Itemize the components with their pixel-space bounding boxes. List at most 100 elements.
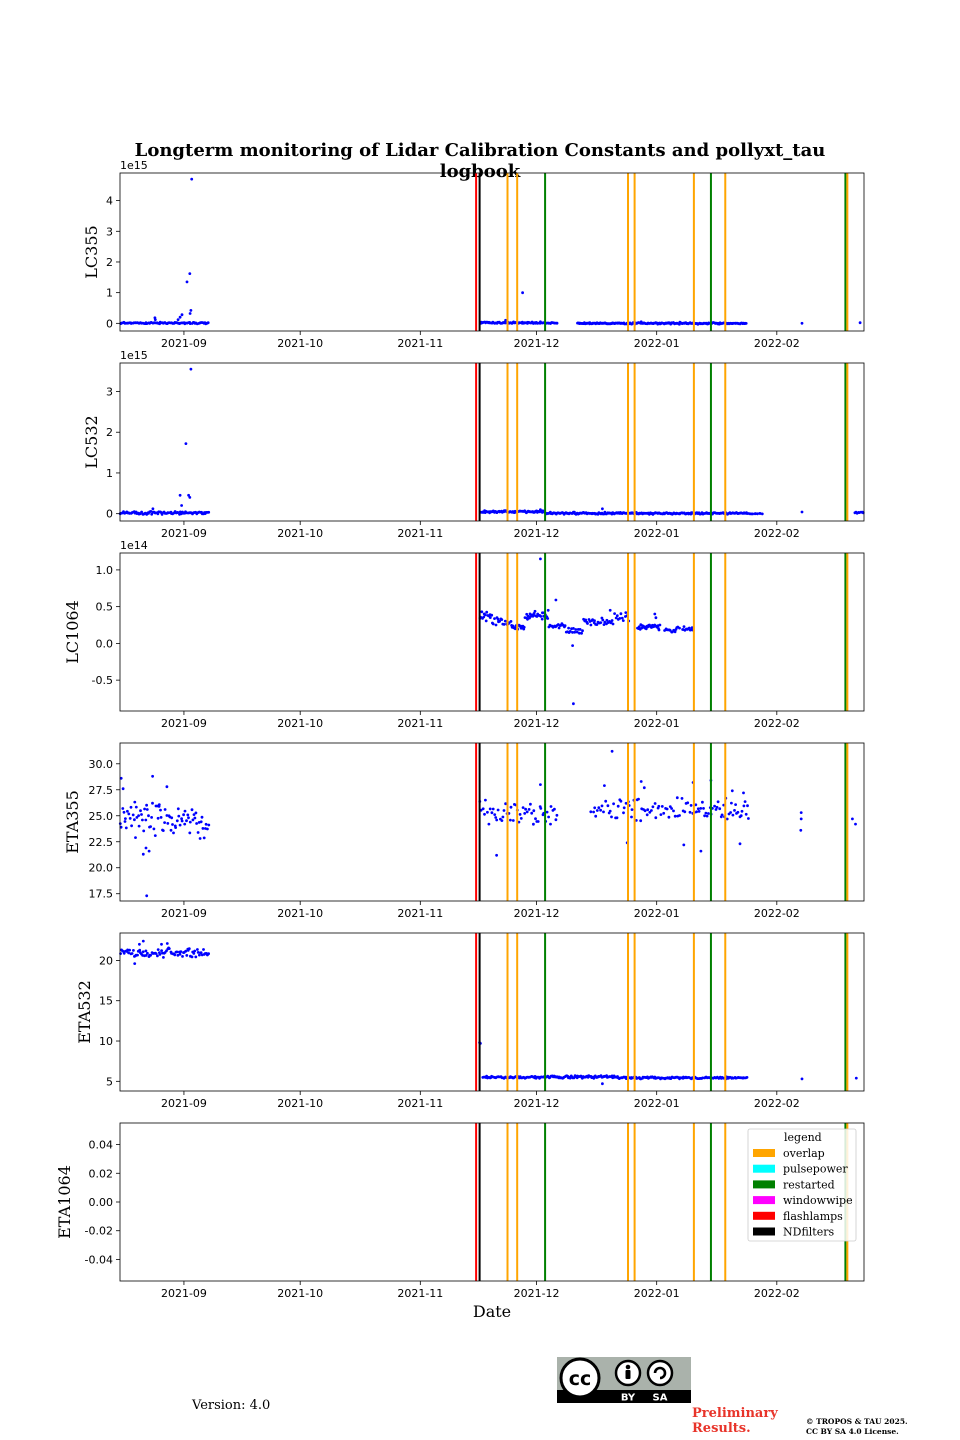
data-point-eta355 bbox=[532, 822, 535, 826]
data-point-eta355 bbox=[494, 816, 498, 819]
data-point-eta355 bbox=[180, 817, 184, 821]
data-point-eta355 bbox=[157, 805, 161, 808]
data-point-eta355 bbox=[742, 791, 745, 795]
data-point-lc1064 bbox=[568, 630, 572, 633]
data-point-eta355 bbox=[144, 846, 148, 850]
data-point-eta355 bbox=[139, 809, 142, 813]
data-point-eta532 bbox=[138, 948, 142, 952]
data-point-lc355 bbox=[521, 291, 524, 295]
data-point-eta355 bbox=[521, 806, 525, 809]
data-point-lc355 bbox=[800, 321, 804, 325]
data-point-eta355 bbox=[645, 813, 649, 817]
data-point-eta355 bbox=[624, 801, 628, 805]
data-point-lc1064 bbox=[610, 619, 614, 622]
y-tick-label: 0.04 bbox=[89, 1139, 114, 1152]
y-axis-label: LC1064 bbox=[63, 600, 82, 664]
data-point-eta355 bbox=[673, 814, 677, 818]
x-tick-label: 2021-11 bbox=[397, 717, 443, 730]
legend-swatch-pulsepower bbox=[753, 1164, 775, 1173]
data-point-eta355 bbox=[501, 815, 505, 819]
data-point-lc1064 bbox=[509, 620, 513, 623]
data-point-eta355 bbox=[680, 797, 684, 800]
data-point-eta355 bbox=[637, 797, 640, 801]
data-point-eta355 bbox=[171, 823, 174, 826]
data-point-eta355 bbox=[718, 807, 722, 811]
data-point-eta355 bbox=[529, 802, 532, 806]
data-point-eta355 bbox=[517, 820, 521, 824]
data-point-eta355 bbox=[594, 814, 598, 818]
x-tick-label: 2021-11 bbox=[397, 337, 443, 350]
data-point-eta532 bbox=[162, 956, 165, 959]
y-offset-text: 1e15 bbox=[120, 159, 148, 172]
data-point-lc1064 bbox=[618, 617, 622, 620]
legend-label-NDfilters: NDfilters bbox=[783, 1226, 834, 1239]
data-point-eta355 bbox=[701, 800, 704, 804]
x-tick-label: 2022-02 bbox=[754, 337, 800, 350]
data-point-lc1064 bbox=[488, 616, 492, 619]
data-point-eta532 bbox=[160, 949, 164, 952]
data-point-eta355 bbox=[714, 808, 718, 811]
data-point-lc532 bbox=[756, 512, 759, 516]
data-point-eta532 bbox=[185, 954, 189, 957]
data-point-lc1064 bbox=[522, 625, 526, 629]
y-tick-label: 1 bbox=[106, 467, 113, 480]
data-point-eta355 bbox=[142, 829, 146, 833]
data-point-lc1064 bbox=[613, 612, 616, 615]
data-point-eta532 bbox=[190, 955, 194, 959]
plot-frame bbox=[119, 932, 865, 1092]
data-point-eta532 bbox=[136, 953, 139, 957]
data-point-eta355 bbox=[545, 810, 549, 814]
data-point-eta355 bbox=[715, 805, 719, 809]
preliminary-line-2: Results. bbox=[692, 1421, 751, 1436]
data-point-eta355 bbox=[204, 822, 208, 826]
data-point-eta355 bbox=[491, 807, 495, 811]
data-point-eta355 bbox=[659, 813, 663, 816]
data-point-eta355 bbox=[699, 849, 703, 853]
data-point-eta532 bbox=[154, 952, 158, 955]
data-point-eta532 bbox=[158, 953, 162, 956]
data-point-eta355 bbox=[662, 811, 666, 815]
data-point-eta355 bbox=[738, 842, 742, 846]
data-point-lc532 bbox=[180, 504, 184, 507]
data-point-eta532 bbox=[800, 1077, 804, 1081]
x-tick-label: 2022-02 bbox=[754, 1097, 800, 1110]
data-point-eta355 bbox=[739, 814, 743, 818]
data-point-eta532 bbox=[193, 949, 197, 953]
y-tick-label: -0.02 bbox=[85, 1225, 113, 1238]
data-point-eta355 bbox=[152, 827, 156, 831]
data-point-eta355 bbox=[151, 774, 155, 778]
data-point-eta532 bbox=[179, 950, 183, 953]
x-tick-label: 2022-02 bbox=[754, 717, 800, 730]
data-point-eta532 bbox=[149, 953, 153, 957]
x-tick-label: 2021-09 bbox=[161, 717, 207, 730]
data-point-lc1064 bbox=[687, 626, 691, 630]
data-point-lc1064 bbox=[603, 620, 607, 624]
data-point-eta532 bbox=[568, 1076, 572, 1080]
x-tick-label: 2021-12 bbox=[514, 527, 560, 540]
chart-title: Longterm monitoring of Lidar Calibration… bbox=[134, 140, 826, 182]
data-point-lc532 bbox=[178, 493, 182, 497]
data-point-lc355 bbox=[744, 322, 748, 325]
data-point-eta355 bbox=[702, 807, 705, 810]
data-point-eta355 bbox=[159, 808, 162, 812]
y-tick-label: 1.0 bbox=[96, 564, 114, 577]
data-point-eta532 bbox=[184, 949, 188, 953]
data-point-lc1064 bbox=[540, 617, 544, 621]
data-point-lc1064 bbox=[493, 617, 496, 620]
x-tick-label: 2022-01 bbox=[634, 1097, 680, 1110]
y-tick-label: -0.5 bbox=[92, 674, 113, 687]
data-point-eta355 bbox=[159, 816, 163, 819]
legend-label-flashlamps: flashlamps bbox=[783, 1210, 843, 1223]
data-point-eta355 bbox=[799, 811, 803, 814]
data-point-eta355 bbox=[742, 804, 746, 808]
data-point-eta355 bbox=[549, 805, 553, 808]
data-point-eta532 bbox=[701, 1076, 704, 1080]
data-point-eta355 bbox=[483, 812, 486, 816]
data-point-eta355 bbox=[140, 813, 143, 816]
data-point-eta355 bbox=[122, 810, 126, 814]
data-point-lc1064 bbox=[653, 612, 657, 616]
data-point-lc1064 bbox=[539, 615, 543, 618]
data-point-eta532 bbox=[196, 948, 199, 951]
data-point-eta355 bbox=[147, 814, 150, 818]
data-point-lc355 bbox=[176, 318, 180, 321]
